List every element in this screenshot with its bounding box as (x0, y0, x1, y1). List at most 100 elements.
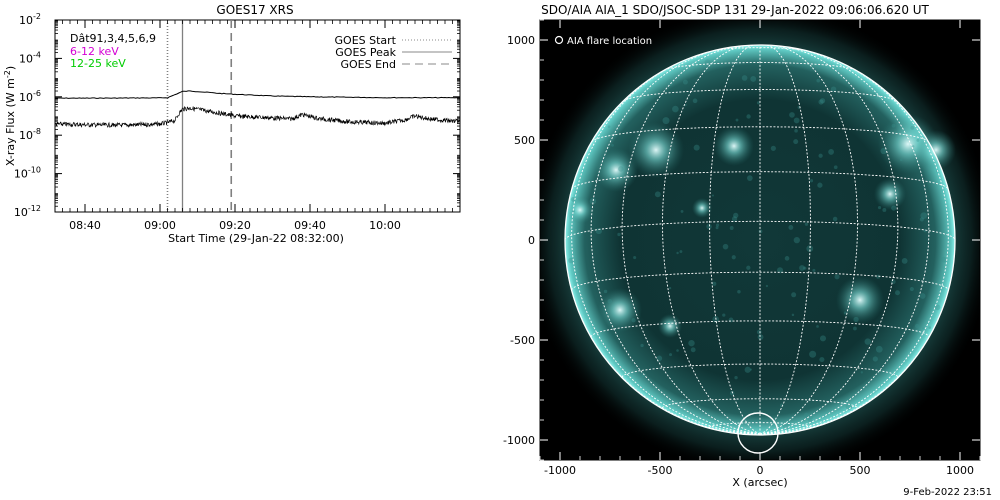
aia-texture-speck (568, 257, 574, 264)
goes-y-tick-base: 10 (19, 14, 33, 27)
aia-texture-speck (922, 327, 925, 330)
aia-texture-speck (919, 217, 924, 222)
aia-texture-speck (676, 251, 679, 255)
aia-texture-speck (877, 206, 882, 210)
aia-texture-speck (729, 226, 734, 230)
aia-grid-longitude-line (759, 47, 930, 435)
goes-title: GOES17 XRS (216, 3, 293, 17)
aia-texture-speck (834, 274, 840, 280)
aia-texture-speck (692, 98, 698, 104)
aia-y-tick-label: 1000 (507, 34, 535, 47)
aia-y-tick-label: 500 (514, 134, 535, 147)
aia-texture-speck (860, 371, 863, 374)
goes-y-axis-label-close: ) (4, 66, 17, 70)
aia-grid-latitude-line (622, 89, 898, 102)
aia-grid-latitude-line (662, 398, 858, 409)
aia-grid-longitude-line (590, 47, 761, 435)
aia-bright-region (714, 126, 754, 166)
aia-grid-longitude-line (662, 45, 761, 435)
aia-texture-speck (715, 223, 720, 227)
aia-texture-speck (746, 114, 751, 119)
goes-series-line-1 (54, 90, 461, 99)
aia-texture-speck (611, 143, 614, 147)
goes-x-tick-label: 08:40 (69, 219, 101, 232)
aia-bright-region (692, 198, 712, 218)
aia-texture-speck (575, 230, 582, 237)
aia-title: SDO/AIA AIA_1 SDO/JSOC-SDP 131 29-Jan-20… (541, 3, 929, 17)
aia-legend-label: AIA flare location (567, 36, 652, 47)
aia-flare-location-circle (737, 412, 779, 454)
aia-texture-speck (618, 166, 624, 172)
aia-texture-speck (876, 274, 881, 279)
aia-texture-speck (819, 335, 827, 342)
goes-series (54, 90, 461, 128)
aia-texture-speck (572, 209, 575, 213)
aia-texture-speck (793, 236, 800, 244)
aia-texture-speck (910, 125, 915, 130)
aia-texture-speck (818, 153, 823, 158)
aia-texture-speck (789, 112, 795, 118)
aia-texture-speck (680, 209, 684, 213)
aia-texture-speck (864, 338, 871, 345)
aia-texture-speck (630, 107, 634, 111)
goes-x-tick-label: 09:20 (219, 219, 251, 232)
goes-annotation-6-12-kev: 6-12 keV (70, 45, 119, 58)
aia-texture-speck (722, 243, 729, 250)
aia-texture-speck (640, 343, 644, 348)
aia-grid-longitude-line (709, 44, 761, 435)
aia-texture-speck (803, 266, 807, 270)
aia-texture-speck (818, 99, 824, 105)
aia-texture-speck (631, 318, 636, 323)
aia-texture-speck (737, 289, 741, 294)
aia-texture-speck (794, 129, 798, 133)
aia-texture-speck (711, 194, 714, 197)
aia-texture-speck (880, 147, 887, 155)
aia-texture-speck (809, 415, 814, 420)
goes-y-tick-base: 10 (19, 91, 33, 104)
aia-texture-speck (803, 412, 809, 418)
goes-y-tick-label: 10-10 (14, 166, 41, 181)
aia-texture-speck (784, 256, 790, 261)
aia-texture-speck (641, 375, 644, 379)
aia-texture-speck (941, 256, 947, 263)
aia-texture-speck (809, 350, 817, 358)
aia-bright-region (566, 196, 594, 224)
goes-y-tick-exponent: -2 (33, 12, 41, 21)
goes-annotation-12-25-kev: 12-25 keV (70, 57, 126, 70)
aia-texture-speck (819, 98, 826, 104)
aia-x-ticks: -1000 -500 0 500 1000 (539, 20, 981, 477)
goes-y-axis-label-main: X-ray Flux (W m (4, 78, 17, 166)
goes-y-tick-label: 10-2 (19, 12, 41, 27)
aia-texture-speck (728, 317, 734, 323)
goes-y-tick-label: 10-4 (19, 50, 41, 65)
aia-texture-speck (693, 144, 700, 151)
aia-grid-latitude-line (621, 363, 899, 378)
goes-y-tick-label: 10-6 (19, 89, 41, 104)
aia-limb-outline (564, 44, 956, 436)
aia-texture-speck (853, 326, 857, 331)
aia-texture-speck (669, 287, 672, 290)
goes-x-tick-label: 09:40 (294, 219, 326, 232)
aia-texture-speck (731, 255, 736, 260)
aia-texture-speck (891, 205, 897, 211)
aia-texture-speck (891, 123, 896, 128)
goes-y-tick-exponent: -6 (33, 89, 41, 98)
aia-texture-speck (603, 289, 608, 294)
goes-x-tick-label: 09:00 (144, 219, 176, 232)
aia-texture-speck (758, 229, 763, 234)
aia-bright-region (594, 148, 638, 192)
aia-texture-speck (909, 286, 914, 292)
goes-y-tick-base: 10 (14, 206, 28, 219)
aia-bright-region (874, 178, 906, 210)
aia-texture-speck (806, 245, 814, 252)
aia-texture-speck (633, 256, 637, 260)
aia-y-tick-label: 0 (528, 234, 535, 247)
goes-y-axis-label-exponent: -2 (3, 70, 12, 78)
aia-legend: AIA flare location (554, 35, 652, 47)
aia-texture-speck (731, 216, 738, 222)
goes-y-tick-exponent: -12 (28, 204, 41, 213)
aia-grid-longitude-line (759, 45, 899, 435)
aia-texture-speck (833, 165, 838, 170)
goes-y-tick-label: 10-12 (14, 204, 41, 219)
aia-texture-speck (735, 118, 739, 122)
